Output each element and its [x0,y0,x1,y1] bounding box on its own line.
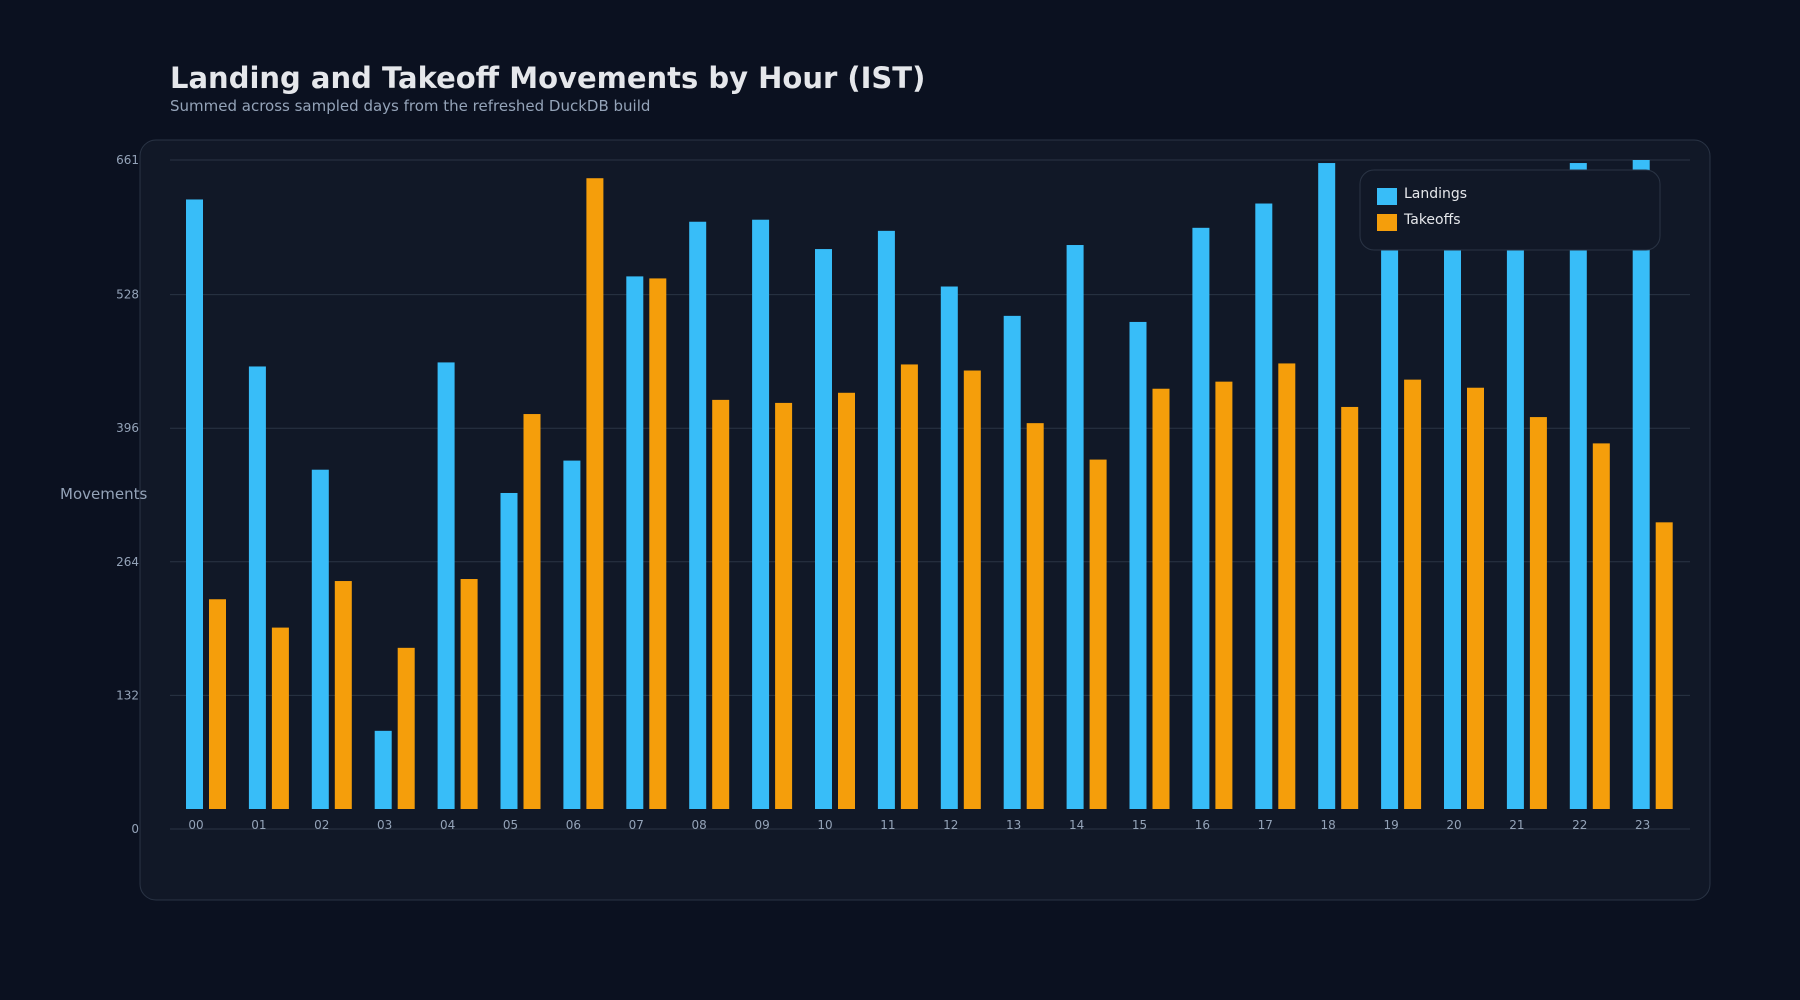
bar-landings-06 [563,460,581,809]
bar-landings-11 [877,230,895,810]
bar-takeoffs-11 [900,364,918,809]
bar-takeoffs-01 [271,627,289,809]
x-tick-label: 23 [1635,818,1650,832]
bar-takeoffs-22 [1592,443,1610,809]
legend: Landings Takeoffs [1359,169,1661,251]
x-tick-label: 12 [943,818,958,832]
legend-label-takeoffs: Takeoffs [1403,212,1461,228]
bar-landings-23 [1632,160,1650,809]
legend-label-landings: Landings [1404,186,1467,202]
x-tick-label: 07 [629,818,644,832]
bar-landings-14 [1066,245,1084,809]
x-tick-label: 10 [817,818,832,832]
y-axis-ticks: 0 132 264 396 528 661 [116,153,139,836]
y-tick-label: 528 [116,288,139,302]
bar-takeoffs-08 [712,399,730,809]
bar-takeoffs-05 [523,414,541,809]
bar-landings-00 [186,199,203,809]
chart-subtitle: Summed across sampled days from the refr… [170,97,650,115]
bar-landings-10 [815,249,832,809]
bar-takeoffs-04 [460,579,478,809]
legend-swatch-landings [1377,188,1397,205]
y-tick-label: 396 [116,421,139,435]
x-tick-label: 05 [503,818,518,832]
x-axis-ticks: 00 01 02 03 04 05 06 07 08 09 10 11 12 13 14 15 16 17 18 19… [188,818,1650,832]
bar-takeoffs-18 [1341,406,1359,809]
x-tick-label: 19 [1383,818,1398,832]
x-tick-label: 06 [566,818,581,832]
bar-takeoffs-09 [775,402,793,809]
bar-landings-21 [1506,196,1524,810]
bar-takeoffs-03 [397,647,415,809]
x-tick-label: 18 [1321,818,1336,832]
bar-takeoffs-17 [1278,363,1296,809]
y-tick-label: 264 [116,555,139,569]
legend-swatch-takeoffs [1377,214,1397,231]
x-tick-label: 16 [1195,818,1210,832]
y-tick-label: 132 [116,688,139,702]
bar-takeoffs-06 [586,178,604,810]
x-tick-label: 09 [754,818,769,832]
bar-landings-04 [437,362,455,809]
bar-takeoffs-23 [1655,522,1673,809]
bar-landings-01 [248,366,266,809]
x-tick-label: 11 [880,818,895,832]
bar-landings-09 [752,219,770,810]
x-tick-label: 15 [1132,818,1147,832]
y-tick-label: 661 [116,153,139,167]
bar-landings-16 [1192,227,1210,809]
bar-landings-20 [1444,221,1461,809]
bar-landings-12 [940,286,958,810]
bars [186,160,1673,810]
bar-landings-15 [1129,321,1147,809]
x-tick-label: 03 [377,818,392,832]
y-axis-label: Movements [60,485,147,503]
bar-landings-05 [500,492,518,809]
bar-landings-22 [1569,163,1587,809]
x-tick-label: 02 [314,818,329,832]
bar-takeoffs-16 [1215,381,1233,809]
bar-landings-13 [1003,315,1021,809]
bar-landings-19 [1381,206,1399,809]
bar-landings-08 [689,221,707,809]
x-tick-label: 00 [188,818,203,832]
bar-takeoffs-10 [838,392,855,809]
bar-takeoffs-12 [963,370,981,809]
bar-takeoffs-15 [1152,388,1170,809]
bar-takeoffs-21 [1529,417,1547,809]
bar-takeoffs-02 [334,581,352,809]
legend-box [1359,169,1661,251]
x-tick-label: 01 [251,818,266,832]
x-tick-label: 14 [1069,818,1084,832]
bar-landings-17 [1255,203,1273,810]
y-tick-label: 0 [131,822,139,836]
x-tick-label: 08 [692,818,707,832]
chart-title: Landing and Takeoff Movements by Hour (I… [170,61,925,95]
gridlines [170,159,1690,830]
bar-takeoffs-00 [209,599,226,809]
x-tick-label: 21 [1509,818,1524,832]
x-tick-label: 13 [1006,818,1021,832]
bar-takeoffs-20 [1467,387,1484,809]
bar-landings-18 [1318,163,1336,809]
bar-landings-07 [626,276,644,809]
bar-takeoffs-13 [1026,423,1044,809]
x-tick-label: 22 [1572,818,1587,832]
x-tick-label: 04 [440,818,455,832]
bar-takeoffs-14 [1089,459,1107,809]
bar-takeoffs-07 [649,278,667,810]
bar-landings-03 [374,730,392,809]
bar-landings-02 [311,469,329,809]
bar-takeoffs-19 [1404,379,1422,809]
x-tick-label: 17 [1258,818,1273,832]
x-tick-label: 20 [1446,818,1461,832]
